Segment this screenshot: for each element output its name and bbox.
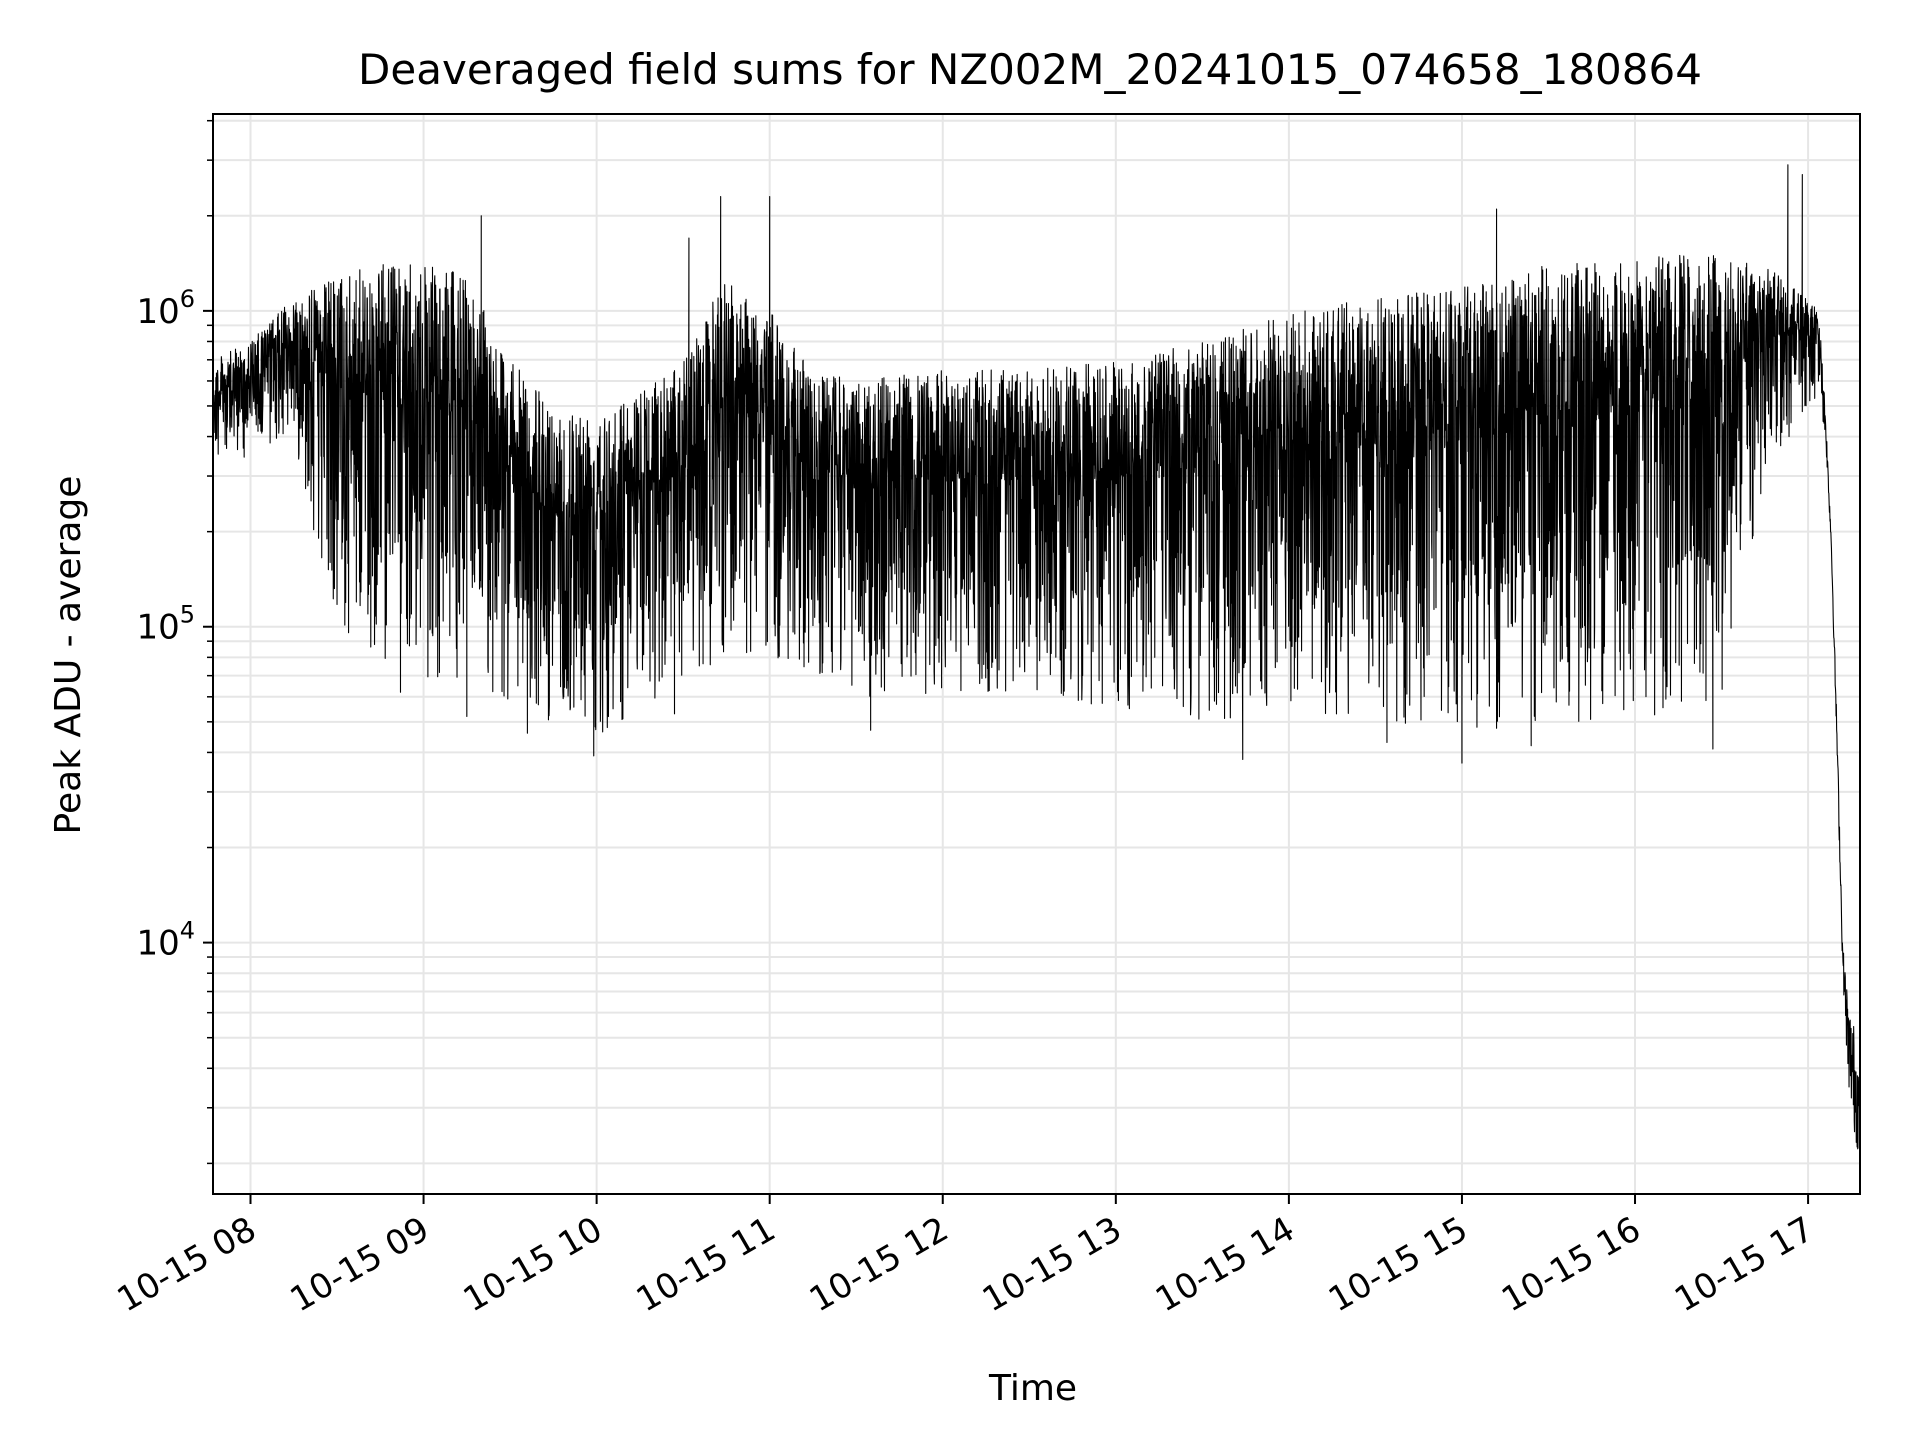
x-axis-label: Time xyxy=(988,1368,1077,1409)
y-tick-label: 104 xyxy=(136,917,195,964)
y-axis-label: Peak ADU - average xyxy=(48,476,89,835)
chart-title: Deaveraged field sums for NZ002M_2024101… xyxy=(358,45,1702,94)
y-tick-label: 106 xyxy=(136,285,195,332)
series-line-path xyxy=(213,164,1860,1150)
y-tick-label: 105 xyxy=(136,601,195,648)
plot-frame xyxy=(212,113,1861,1195)
series-line xyxy=(213,164,1860,1150)
